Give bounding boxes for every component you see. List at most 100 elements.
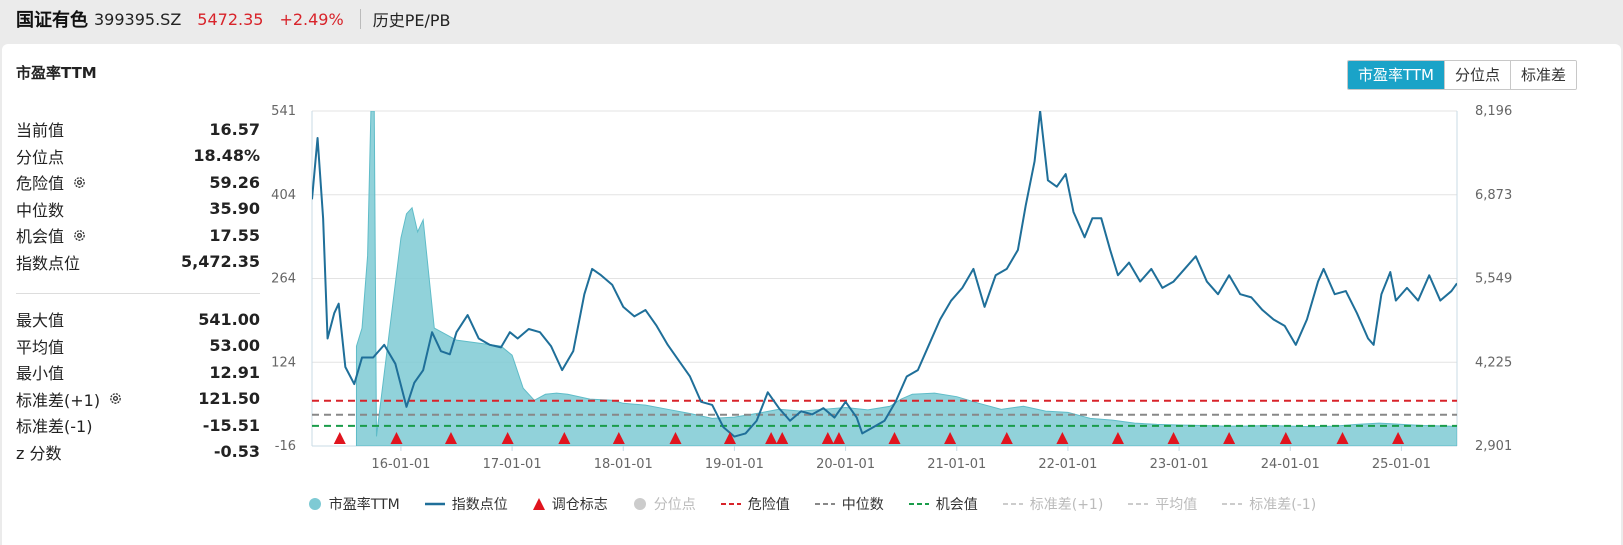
stat-value: 541.00	[198, 309, 260, 329]
rebalance-marker	[612, 432, 625, 444]
rebalance-marker	[765, 432, 778, 444]
x-tick-label: 21-01-01	[927, 457, 986, 472]
tab-std-dev[interactable]: 标准差	[1510, 61, 1577, 89]
legend-dash-icon	[1128, 503, 1149, 505]
stat-row: 标准差(-1) -15.51	[16, 412, 260, 439]
index-change: +2.49%	[279, 9, 344, 29]
legend-label: 危险值	[747, 497, 790, 513]
legend-dash-icon	[908, 503, 929, 505]
legend-item[interactable]: 指数点位	[424, 494, 508, 514]
legend-item[interactable]: 平均值	[1127, 494, 1197, 514]
stat-value: 121.50	[198, 389, 260, 409]
stat-label-text: 指数点位	[16, 253, 81, 273]
legend-label: 标准差(-1)	[1249, 497, 1317, 513]
index-name: 国证有色	[16, 10, 88, 31]
rebalance-marker	[333, 432, 346, 444]
stat-value: -0.53	[213, 442, 260, 462]
stat-label-text: 中位数	[16, 200, 65, 220]
stat-label: 最大值	[16, 307, 64, 331]
y-right-tick-label: 8,196	[1475, 104, 1512, 119]
legend-label: 机会值	[935, 497, 978, 513]
legend-label: 指数点位	[451, 497, 508, 513]
stat-row: 最大值 541.00	[16, 306, 260, 333]
y-left-tick-label: 124	[271, 355, 296, 370]
stat-label: 危险值	[16, 170, 87, 194]
rebalance-marker	[669, 432, 682, 444]
stat-label-text: 最小值	[16, 364, 65, 384]
rebalance-marker	[821, 432, 834, 444]
legend-item[interactable]: 机会值	[908, 494, 978, 514]
stat-label: 标准差(+1)	[16, 387, 123, 411]
stat-row: 机会值 17.55	[16, 222, 260, 249]
legend-item[interactable]: 标准差(+1)	[1002, 494, 1104, 514]
y-left-tick-label: 541	[271, 104, 296, 119]
rebalance-marker	[1279, 432, 1292, 444]
stat-label-text: 当前值	[16, 121, 65, 141]
y-right-tick-label: 4,225	[1475, 355, 1512, 370]
legend-item[interactable]: 市盈率TTM	[307, 494, 400, 514]
legend-circle-icon	[633, 498, 646, 510]
stat-label: 平均值	[16, 334, 64, 358]
stat-label: 当前值	[16, 117, 64, 141]
rebalance-marker	[1056, 432, 1069, 444]
legend-item[interactable]: 标准差(-1)	[1221, 494, 1316, 514]
stat-row: 当前值 16.57	[16, 116, 260, 143]
legend-item[interactable]: 调仓标志	[532, 494, 608, 514]
legend-line-icon	[424, 502, 445, 506]
y-right-tick-label: 5,549	[1475, 272, 1512, 287]
gear-icon[interactable]	[108, 391, 123, 406]
stat-label-text: 机会值	[16, 227, 65, 247]
index-price: 5472.35	[197, 9, 264, 29]
stat-label: 指数点位	[16, 250, 80, 274]
stat-label: 分位点	[16, 144, 64, 168]
legend-item[interactable]: 分位点	[632, 494, 696, 514]
x-tick-label: 24-01-01	[1261, 457, 1320, 472]
gear-icon[interactable]	[72, 175, 87, 190]
y-left-tick-label: 264	[271, 272, 296, 287]
stat-row: z 分数 -0.53	[16, 439, 260, 466]
stat-label-text: 标准差(-1)	[16, 417, 93, 437]
y-left-tick-label: 404	[271, 188, 296, 203]
stat-row: 分位点 18.48%	[16, 143, 260, 170]
stat-label: z 分数	[16, 440, 62, 464]
card-title: 市盈率TTM	[16, 64, 97, 82]
metric-tabs: 市盈率TTM 分位点 标准差	[1347, 60, 1578, 90]
x-tick-label: 16-01-01	[371, 457, 430, 472]
stat-value: 16.57	[209, 119, 260, 139]
stat-label: 机会值	[16, 223, 87, 247]
legend-item[interactable]: 危险值	[720, 494, 790, 514]
stat-value: 35.90	[209, 199, 260, 219]
x-tick-label: 18-01-01	[594, 457, 653, 472]
legend-label: 平均值	[1155, 497, 1198, 513]
stat-label-text: 最大值	[16, 311, 65, 331]
stat-value: -15.51	[202, 415, 260, 435]
tab-percentile[interactable]: 分位点	[1444, 61, 1511, 89]
stat-label-text: 标准差(+1)	[16, 390, 101, 410]
legend-circle-icon	[308, 498, 321, 510]
rebalance-marker	[1167, 432, 1180, 444]
stats-divider	[16, 293, 260, 294]
stat-value: 59.26	[209, 172, 260, 192]
stat-label-text: 平均值	[16, 337, 65, 357]
x-tick-label: 17-01-01	[483, 457, 542, 472]
stats-top-group: 当前值 16.57 分位点 18.48% 危险值 59.26 中位数 35.90 机会值 17.5…	[16, 116, 260, 275]
rebalance-marker	[776, 432, 789, 444]
stat-row: 平均值 53.00	[16, 333, 260, 360]
legend-item[interactable]: 中位数	[814, 494, 884, 514]
rebalance-marker	[390, 432, 403, 444]
tab-pe-ttm[interactable]: 市盈率TTM	[1348, 61, 1445, 89]
rebalance-marker	[1000, 432, 1013, 444]
rebalance-marker	[501, 432, 514, 444]
rebalance-marker	[723, 432, 736, 444]
gear-icon[interactable]	[72, 228, 87, 243]
legend-label: 标准差(+1)	[1029, 497, 1104, 513]
legend-dash-icon	[720, 503, 741, 505]
stat-row: 中位数 35.90	[16, 196, 260, 223]
stats-panel: 当前值 16.57 分位点 18.48% 危险值 59.26 中位数 35.90 机会值 17.5…	[16, 116, 260, 465]
legend-dash-icon	[814, 503, 835, 505]
stat-label-text: 危险值	[16, 174, 65, 194]
page-header: 国证有色 399395.SZ 5472.35 +2.49% 历史PE/PB	[0, 0, 1623, 38]
page-label[interactable]: 历史PE/PB	[372, 11, 451, 30]
legend-label: 中位数	[841, 497, 884, 513]
index-code: 399395.SZ	[94, 9, 182, 29]
